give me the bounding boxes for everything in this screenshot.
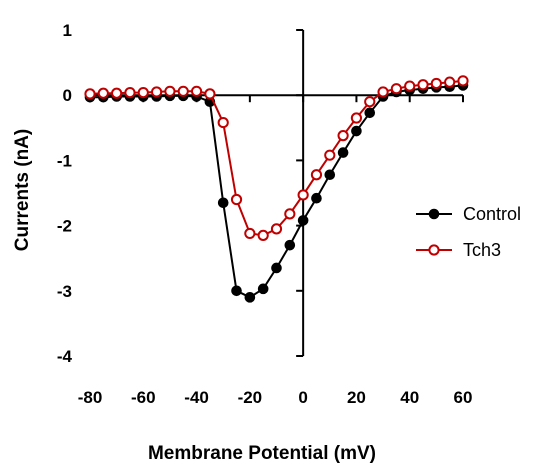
data-point-control [217, 197, 229, 209]
x-tick-label: 40 [400, 388, 419, 407]
data-point-tch3 [417, 79, 429, 91]
y-axis: 1 0 -1 -2 -3 -4 [57, 21, 305, 366]
data-point-control [364, 107, 376, 119]
data-point-tch3 [204, 88, 216, 100]
data-point-tch3 [164, 85, 176, 97]
data-point-control [351, 125, 362, 137]
data-point-tch3 [350, 112, 363, 124]
data-point-tch3 [111, 87, 123, 99]
legend-label-tch3: Tch3 [463, 240, 501, 260]
data-point-tch3 [190, 85, 203, 97]
data-point-tch3 [364, 96, 376, 108]
data-point-tch3 [244, 227, 256, 240]
data-point-tch3 [137, 86, 149, 99]
legend: Control Tch3 [416, 204, 521, 260]
x-tick-label: -80 [78, 388, 103, 407]
legend-marker-control [428, 208, 440, 220]
data-point-tch3 [377, 86, 389, 98]
x-tick-label: -20 [238, 388, 263, 407]
data-point-tch3 [430, 77, 442, 90]
y-tick-label: -4 [57, 347, 73, 366]
data-point-tch3 [390, 83, 402, 95]
y-tick-label: -3 [57, 282, 72, 301]
plot-area [84, 75, 469, 303]
data-point-control [244, 292, 256, 303]
y-tick-label: 1 [63, 21, 72, 40]
data-point-tch3 [124, 86, 136, 99]
data-point-control [297, 215, 309, 226]
data-point-tch3 [404, 80, 416, 92]
data-point-tch3 [270, 223, 283, 235]
x-tick-label: 20 [347, 388, 366, 407]
data-point-tch3 [444, 76, 456, 88]
data-point-control [257, 283, 269, 295]
data-point-control [311, 192, 322, 204]
data-point-tch3 [257, 229, 269, 241]
data-point-control [284, 239, 296, 251]
data-point-tch3 [337, 130, 349, 142]
x-tick-label: 60 [454, 388, 473, 407]
data-point-tch3 [177, 85, 189, 97]
x-axis-label: Membrane Potential (mV) [148, 443, 376, 464]
y-tick-label: -2 [57, 217, 72, 236]
data-point-tch3 [151, 86, 163, 98]
y-axis-label: Currents (nA) [12, 129, 33, 251]
x-tick-label: -60 [131, 388, 156, 407]
y-tick-label: -1 [57, 151, 72, 170]
data-point-control [337, 147, 349, 158]
series-line-tch3 [89, 79, 464, 237]
data-point-control [271, 262, 282, 274]
data-point-tch3 [284, 208, 296, 220]
data-point-tch3 [97, 87, 109, 99]
data-point-control [324, 169, 336, 181]
data-point-tch3 [324, 149, 336, 161]
legend-label-control: Control [463, 204, 521, 224]
data-point-tch3 [457, 75, 469, 87]
legend-marker-tch3 [428, 244, 440, 256]
data-point-tch3 [310, 169, 323, 181]
x-tick-label: -40 [184, 388, 209, 407]
data-point-tch3 [230, 193, 243, 206]
y-tick-label: 0 [63, 86, 72, 105]
x-axis: -80 -60 -40 -20 0 20 40 60 [78, 94, 473, 407]
x-tick-label: 0 [298, 388, 307, 407]
data-point-tch3 [297, 189, 309, 201]
data-point-tch3 [84, 88, 96, 100]
data-point-control [231, 285, 242, 297]
data-point-tch3 [217, 116, 229, 129]
